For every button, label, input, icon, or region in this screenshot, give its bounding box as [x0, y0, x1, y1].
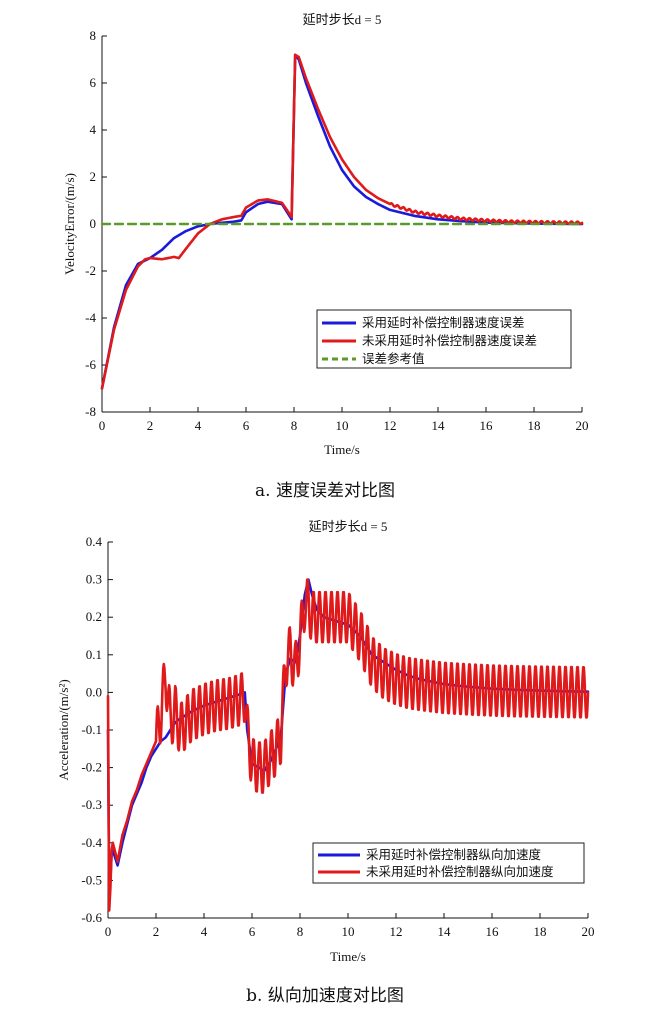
chart-b-xlabel: Time/s — [330, 949, 366, 964]
chart-a-ylabel: VelocityError/(m/s) — [62, 173, 77, 275]
chart-a-legend-label-2: 未采用延时补偿控制器速度误差 — [362, 333, 537, 348]
chart-b-x-tick-label: 8 — [297, 924, 304, 939]
chart-b-y-tick-label: 0.3 — [86, 572, 102, 587]
velocity-error-chart: 延时步长d = 5 0 2 4 6 8 10 12 14 16 18 20 -8 -6 -4 -2 0 2 4 6 8… — [62, 12, 589, 501]
chart-a-y-tick-label: 0 — [90, 216, 97, 231]
chart-b-x-tick-label: 18 — [534, 924, 547, 939]
chart-b-ylabel: Acceleration/(m/s²) — [56, 679, 71, 780]
chart-a-x-tick-label: 4 — [195, 418, 202, 433]
chart-b-x-tick-label: 0 — [105, 924, 112, 939]
chart-a-xlabel: Time/s — [324, 442, 360, 457]
chart-b-x-tick-label: 12 — [390, 924, 403, 939]
chart-b-y-tick-label: -0.4 — [81, 835, 102, 850]
chart-a-x-tick-label: 14 — [432, 418, 446, 433]
chart-b-legend-label-1: 采用延时补偿控制器纵向加速度 — [366, 847, 542, 862]
chart-a-x-tick-label: 6 — [243, 418, 250, 433]
chart-a-series-line-2 — [100, 53, 584, 390]
chart-b-x-tick-label: 10 — [342, 924, 355, 939]
chart-b-x-tick-label: 14 — [438, 924, 452, 939]
chart-a-legend-box — [316, 309, 572, 369]
chart-a-y-tick-label: 2 — [90, 169, 97, 184]
chart-b-legend: 采用延时补偿控制器纵向加速度 未采用延时补偿控制器纵向加速度 — [312, 842, 585, 884]
chart-b-y-tick-label: 0.1 — [86, 647, 102, 662]
chart-b-y-tick-label: -0.6 — [81, 910, 102, 925]
chart-a-y-tick-label: 4 — [90, 122, 97, 137]
chart-b-caption: b. 纵向加速度对比图 — [246, 986, 404, 1006]
chart-a-legend: 采用延时补偿控制器速度误差 未采用延时补偿控制器速度误差 误差参考值 — [316, 309, 572, 369]
chart-a-axes: 0 2 4 6 8 10 12 14 16 18 20 -8 -6 -4 -2 0 2 4 6 8 — [85, 28, 588, 433]
chart-b-axes: 0 2 4 6 8 10 12 14 16 18 20 -0.6 -0.5 -0.4 -0.3 -0.2 -0.… — [81, 534, 594, 939]
chart-b-y-tick-label: 0.0 — [86, 684, 102, 699]
chart-b-series-line-2 — [106, 578, 590, 912]
chart-a-x-tick-label: 10 — [336, 418, 349, 433]
chart-a-y-tick-label: -6 — [85, 357, 96, 372]
chart-a-legend-label-1: 采用延时补偿控制器速度误差 — [362, 315, 525, 330]
chart-a-y-tick-label: -2 — [85, 263, 96, 278]
chart-a-series — [100, 53, 584, 390]
chart-a-x-tick-label: 12 — [384, 418, 397, 433]
chart-b-x-tick-label: 6 — [249, 924, 256, 939]
chart-a-x-tick-label: 2 — [147, 418, 154, 433]
chart-b-y-tick-label: 0.2 — [86, 609, 102, 624]
chart-a-caption: a. 速度误差对比图 — [255, 481, 395, 501]
acceleration-chart: 延时步长d = 5 0 2 4 6 8 10 12 14 16 18 20 -0.6 -0.5 -0.4 -… — [56, 519, 595, 1006]
chart-b-y-tick-label: -0.1 — [81, 722, 102, 737]
chart-b-y-tick-label: 0.4 — [86, 534, 103, 549]
chart-a-y-tick-label: 8 — [90, 28, 97, 43]
chart-b-x-tick-label: 2 — [153, 924, 160, 939]
chart-b-legend-box — [312, 842, 585, 884]
chart-b-y-tick-label: -0.5 — [81, 872, 102, 887]
chart-a-x-tick-label: 18 — [528, 418, 541, 433]
chart-b-x-tick-label: 20 — [582, 924, 595, 939]
chart-a-x-tick-label: 16 — [480, 418, 494, 433]
chart-a-y-tick-label: -4 — [85, 310, 96, 325]
chart-b-x-tick-label: 4 — [201, 924, 208, 939]
chart-a-x-tick-label: 0 — [99, 418, 106, 433]
chart-a-title: 延时步长d = 5 — [303, 12, 382, 27]
chart-a-y-tick-label: 6 — [90, 75, 97, 90]
chart-b-legend-label-2: 未采用延时补偿控制器纵向加速度 — [366, 864, 554, 879]
chart-b-x-tick-label: 16 — [486, 924, 500, 939]
chart-b-series — [106, 578, 590, 912]
chart-a-x-tick-label: 8 — [291, 418, 298, 433]
chart-b-y-tick-label: -0.3 — [81, 797, 102, 812]
chart-a-legend-label-3: 误差参考值 — [362, 351, 425, 366]
chart-b-title: 延时步长d = 5 — [309, 519, 388, 534]
chart-a-x-tick-label: 20 — [576, 418, 589, 433]
chart-b-y-tick-label: -0.2 — [81, 760, 102, 775]
chart-a-y-tick-label: -8 — [85, 404, 96, 419]
